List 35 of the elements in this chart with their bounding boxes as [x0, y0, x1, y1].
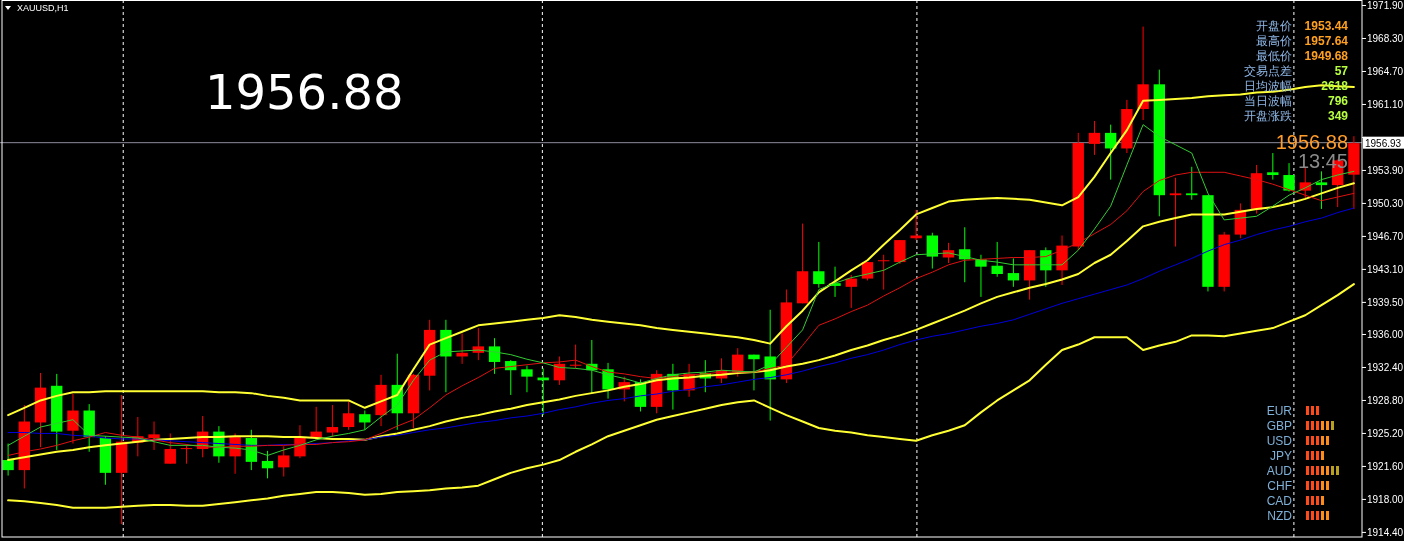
- y-tick-label: 1914.40: [1367, 526, 1404, 538]
- annotation: 1956.88: [1275, 131, 1348, 153]
- annotation: AUD: [1266, 464, 1293, 478]
- y-tick-label: 1932.40: [1367, 361, 1404, 373]
- text: 交易点差 57: [1244, 64, 1348, 78]
- annotation: NZD: [1267, 509, 1293, 523]
- ref-line-label: 1956.93: [1365, 137, 1402, 149]
- y-tick-label: 1939.50: [1367, 296, 1404, 308]
- annotation: USD: [1266, 434, 1293, 448]
- text: 开盘涨跌 349: [1244, 109, 1348, 123]
- y-tick-label: 1968.30: [1367, 32, 1404, 44]
- text: 当日波幅 796: [1244, 94, 1348, 108]
- annotation: EUR: [1266, 404, 1293, 418]
- y-tick-label: 1961.10: [1367, 98, 1404, 110]
- annotation: JPY: [1269, 449, 1292, 463]
- annotation: GBP: [1266, 419, 1292, 433]
- y-tick-label: 1953.90: [1367, 164, 1404, 176]
- y-tick-label: 1964.70: [1367, 65, 1404, 77]
- chart-title: XAUUSD,H1: [17, 3, 69, 13]
- y-tick-label: 1950.30: [1367, 197, 1404, 209]
- y-tick-label: 1925.20: [1367, 427, 1404, 439]
- annotation: 1956.88: [205, 64, 404, 120]
- annotation: 最低价 1949.68: [1256, 49, 1349, 63]
- annotation: CAD: [1266, 494, 1293, 508]
- y-tick-label: 1921.60: [1367, 460, 1404, 472]
- y-tick-label: 1971.90: [1367, 0, 1404, 11]
- annotation: 最高价 1957.64: [1256, 34, 1349, 48]
- y-tick-label: 1946.70: [1367, 230, 1404, 242]
- y-tick-label: 1943.10: [1367, 263, 1404, 275]
- annotation: 13:45: [1297, 150, 1348, 172]
- y-tick-label: 1936.00: [1367, 328, 1404, 340]
- y-tick-label: 1918.00: [1367, 493, 1404, 505]
- annotation: 开盘价 1953.44: [1256, 19, 1349, 33]
- y-tick-label: 1928.80: [1367, 394, 1404, 406]
- annotation: CHF: [1267, 479, 1292, 493]
